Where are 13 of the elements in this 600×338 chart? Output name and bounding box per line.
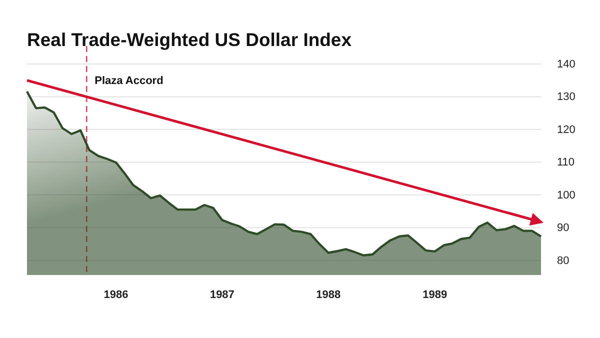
x-tick-label: 1988 [316, 288, 341, 301]
y-tick-label: 110 [557, 156, 575, 169]
x-tick-label: 1989 [422, 288, 448, 301]
x-tick-label: 1987 [210, 288, 234, 301]
ref-line-label: Plaza Accord [94, 75, 164, 87]
chart-title: Real Trade-Weighted US Dollar Index [27, 29, 352, 50]
y-tick-label: 120 [557, 124, 576, 136]
y-tick-label: 100 [557, 189, 576, 202]
y-tick-label: 90 [557, 222, 570, 234]
y-tick-label: 140 [557, 58, 576, 71]
y-tick-label: 80 [557, 254, 570, 267]
x-tick-label: 1986 [104, 288, 128, 301]
y-tick-label: 130 [557, 91, 576, 104]
